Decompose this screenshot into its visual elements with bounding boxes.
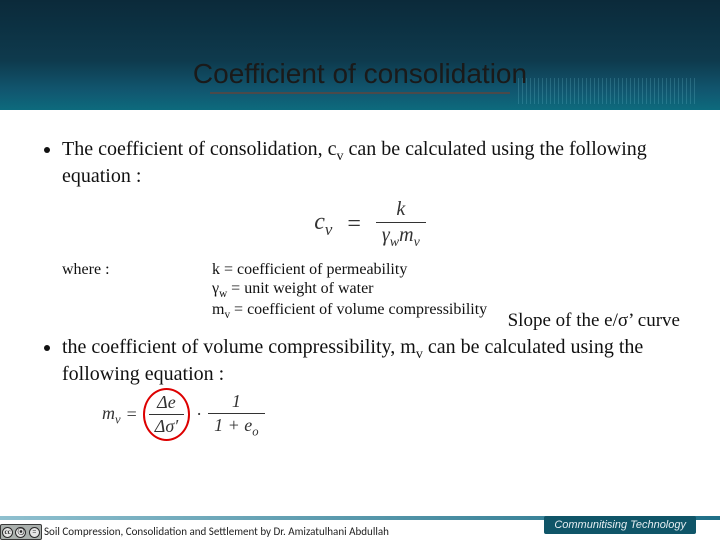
def-m-sym: m [212, 301, 224, 318]
eq2-equals: = [127, 404, 137, 425]
eq1-den-m: m [399, 224, 413, 246]
footer-badge: Communitising Technology [544, 516, 696, 534]
eq2-den1: Δσ′ [149, 416, 184, 437]
def-g-rest: = unit weight of water [227, 280, 373, 297]
bullet-1: The coefficient of consolidation, cv can… [62, 138, 678, 322]
footer-credit: Soil Compression, Consolidation and Sett… [44, 525, 389, 538]
eq1-lhs-sub: v [325, 220, 332, 239]
eq1-den-ms: v [414, 235, 420, 250]
eq2-num1: Δe [149, 392, 184, 413]
eq2-frac2: 1 1 + eo [208, 391, 264, 440]
slide-title: Coefficient of consolidation [0, 58, 720, 94]
def-k: k = coefficient of permeability [212, 261, 487, 279]
where-label: where : [62, 261, 212, 322]
eq1-den-gs: w [390, 235, 399, 250]
slide-content: The coefficient of consolidation, cv can… [0, 110, 720, 441]
eq1-den: γwmv [376, 224, 426, 251]
bullet-1-sub: v [337, 149, 344, 164]
eq2-dot: · [196, 404, 202, 425]
def-gamma-w: γw = unit weight of water [212, 280, 487, 300]
bullet-1-pre: The coefficient of consolidation, c [62, 138, 337, 160]
footer: Communitising Technology cc⦿= Soil Compr… [0, 510, 720, 540]
eq2-num2: 1 [208, 391, 264, 412]
def-mv: mv = coefficient of volume compressibili… [212, 301, 487, 321]
bullet-2-pre: the coefficient of volume compressibilit… [62, 336, 416, 358]
def-g-sub: w [219, 288, 227, 300]
bullet-2: the coefficient of volume compressibilit… [62, 336, 678, 441]
slope-post: ’ curve [628, 310, 680, 331]
bullet-2-sub: v [416, 347, 423, 362]
highlighted-ratio: Δe Δσ′ [143, 388, 190, 441]
def-m-rest: = coefficient of volume compressibility [230, 301, 487, 318]
eq2-den2-sub: o [252, 424, 258, 438]
equation-cv: cv = k γwmv [62, 198, 678, 251]
eq2-den2: 1 + eo [208, 415, 264, 440]
eq2-lhs-sub: v [115, 412, 121, 426]
header-banner: Coefficient of consolidation [0, 0, 720, 110]
eq1-equals: = [347, 211, 361, 238]
slope-pre: Slope of the e/σ [508, 310, 629, 331]
equation-mv: mv = Δe Δσ′ · 1 1 + eo [102, 388, 265, 441]
slope-note: Slope of the e/σ’ curve [508, 310, 680, 332]
eq1-num: k [376, 198, 426, 221]
eq1-den-g: γ [382, 224, 390, 246]
cc-license-icon: cc⦿= [0, 524, 42, 540]
eq2-lhs-var: m [102, 403, 115, 423]
eq2-den2-pre: 1 + e [214, 415, 252, 435]
eq1-fraction: k γwmv [376, 198, 426, 251]
eq1-lhs-var: c [314, 209, 325, 235]
